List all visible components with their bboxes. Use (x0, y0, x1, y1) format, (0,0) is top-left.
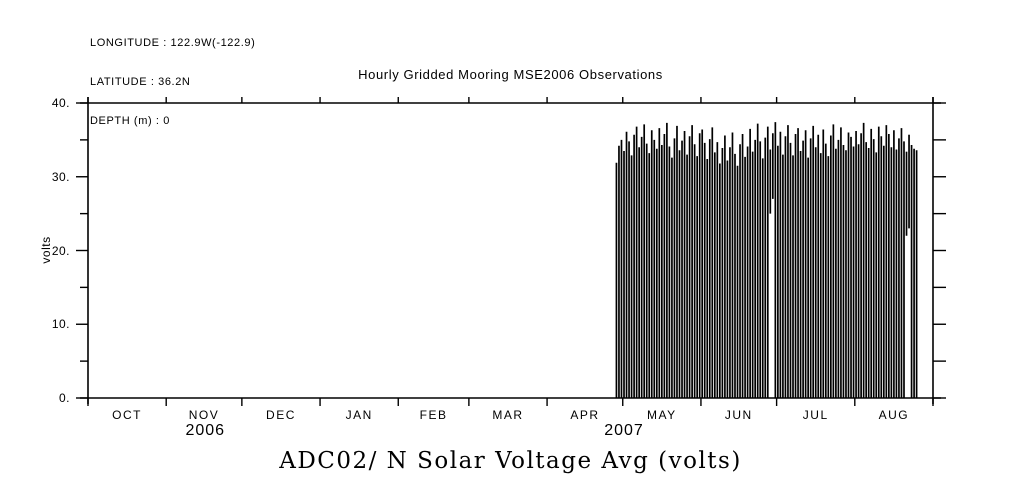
y-tick-label: 0. (58, 391, 70, 405)
y-tick-label: 20. (51, 243, 70, 258)
x-tick-label-month: NOV (188, 408, 220, 422)
x-ticks-bottom (87, 398, 934, 406)
header-info: LONGITUDE : 122.9W(-122.9) LATITUDE : 36… (90, 11, 255, 154)
x-tick-label-month: MAR (492, 408, 524, 422)
voltage-series (615, 122, 918, 398)
x-ticks-top (87, 97, 934, 103)
y-tick-label: 10. (51, 317, 70, 332)
x-tick-label-month: DEC (266, 408, 296, 422)
x-tick-label-month: APR (570, 408, 600, 422)
x-tick-label-month: MAY (647, 408, 677, 422)
plot-title: Hourly Gridded Mooring MSE2006 Observati… (358, 67, 663, 82)
x-tick-label-month: FEB (419, 408, 448, 422)
y-ticks-right (933, 102, 946, 399)
header-longitude: LONGITUDE : 122.9W(-122.9) (90, 37, 256, 49)
x-tick-label-month: JAN (345, 408, 373, 422)
y-tick-label: 40. (51, 96, 70, 110)
x-axis-year-label: 2007 (604, 422, 644, 439)
y-ticks-left (76, 102, 88, 399)
bottom-title: ADC02/ N Solar Voltage Avg (volts) (279, 448, 742, 474)
y-tick-label: 30. (51, 169, 70, 184)
header-latitude: LATITUDE : 36.2N (90, 76, 191, 88)
header-depth: DEPTH (m) : 0 (90, 115, 170, 127)
x-tick-label-month: JUN (724, 408, 753, 422)
x-axis-year-label: 2006 (185, 422, 226, 439)
x-tick-label-month: OCT (112, 408, 143, 422)
x-tick-label-month: JUL (802, 408, 829, 422)
y-axis-label: volts (39, 236, 53, 264)
x-tick-label-month: AUG (878, 408, 910, 422)
